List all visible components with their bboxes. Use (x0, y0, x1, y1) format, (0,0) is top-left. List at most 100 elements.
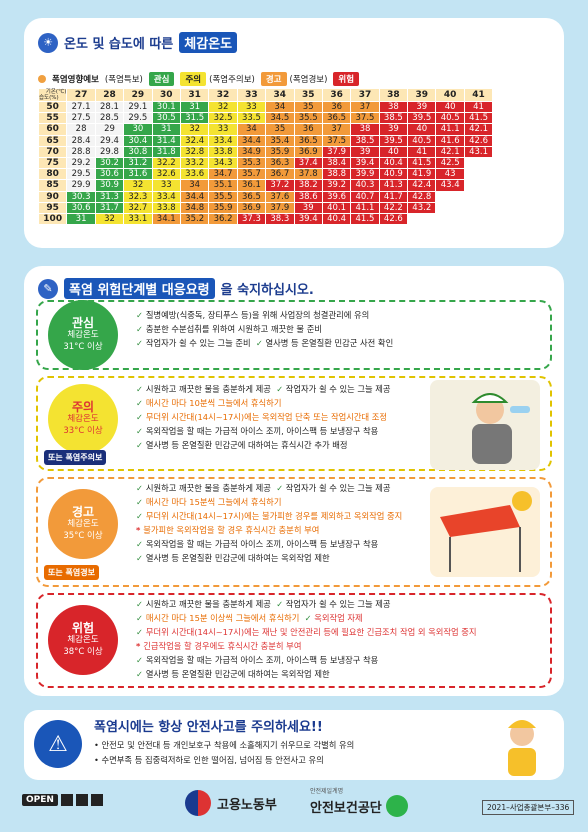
grid-cell: 42.1 (463, 123, 494, 136)
grid-cell: 28.1 (94, 100, 125, 114)
list-item: 무더위 시간대(14시~17시)에는 재난 및 안전관리 등에 필요한 긴급조치… (136, 625, 477, 639)
grid-cell: 35.5 (293, 112, 323, 125)
grid-cell: 39 (378, 123, 409, 136)
list-item: 옥외작업을 할 때는 가급적 아이스 조끼, 아이스팩 등 보냉장구 착용 (136, 537, 402, 551)
grid-row: 80 29.5 30.6 31.6 32.6 33.6 34.7 35.7 36.7 37.8 38… (37, 168, 494, 181)
grid-cell: 41.1 (350, 201, 380, 214)
grid-cell: 38.3 (265, 212, 295, 226)
grid-humidity-header: 100 (37, 212, 68, 226)
grid-cell: 34.5 (265, 112, 295, 125)
grid-cell: 32.3 (123, 190, 153, 203)
level-caution-list: 시원하고 깨끗한 물을 충분하게 제공 ✓ 작업자가 쉴 수 있는 그늘 제공 … (136, 382, 391, 452)
grid-cell: 30.3 (66, 190, 96, 203)
siren-icon: ⚠ (34, 720, 82, 768)
grid-cell: 30.9 (94, 179, 125, 192)
grid-cell: 28.8 (66, 145, 96, 158)
response-guide-card: ✎ 폭염 위험단계별 대응요령 을 숙지하십시오. 관심 체감온도 31°C 이상 … (24, 266, 564, 696)
grid-corner: 기온(℃) 습도(%) (37, 88, 68, 102)
grid-cell: 36.7 (265, 168, 295, 181)
grid-cell (463, 156, 494, 170)
grid-humidity-header: 55 (37, 112, 68, 125)
grid-cell: 33 (236, 100, 267, 114)
grid-humidity-header: 65 (37, 134, 68, 147)
grid-cell: 36.2 (208, 212, 238, 226)
grid-cell: 43 (435, 168, 465, 181)
grid-cell: 33.5 (236, 112, 267, 125)
grid-cell: 27.1 (66, 100, 96, 114)
safety-banner: ⚠ 폭염시에는 항상 안전사고를 주의하세요!! • 안전모 및 안전대 등 개… (24, 710, 564, 780)
grid-temp-header: 38 (378, 88, 409, 102)
grid-cell: 32.7 (123, 201, 153, 214)
grid-cell (463, 212, 494, 226)
grid-cell: 39.9 (350, 168, 380, 181)
grid-cell: 35 (293, 100, 323, 114)
grid-cell: 36 (321, 100, 352, 114)
grid-cell: 29 (94, 123, 125, 136)
guide-title: ✎ 폭염 위험단계별 대응요령 을 숙지하십시오. (38, 278, 314, 299)
grid-cell: 30.5 (151, 112, 181, 125)
grid-cell: 39.4 (293, 212, 323, 226)
grid-row: 60 28 29 30 31 32 33 34 35 36 37 38 39 40 41.1 42.1 (37, 123, 494, 136)
list-item: 시원하고 깨끗한 물을 충분하게 제공 ✓ 작업자가 쉴 수 있는 그늘 제공 (136, 597, 477, 611)
grid-cell: 39.5 (407, 112, 437, 125)
grid-cell: 30.2 (94, 156, 125, 170)
legend-item-caution: 주의 (폭염주의보) (180, 72, 255, 86)
grid-cell: 37 (350, 100, 380, 114)
level-danger-list: 시원하고 깨끗한 물을 충분하게 제공 ✓ 작업자가 쉴 수 있는 그늘 제공 … (136, 597, 477, 681)
grid-cell: 32 (123, 179, 153, 192)
grid-cell: 34.4 (236, 134, 267, 147)
list-item: 불가피한 옥외작업을 할 경우 휴식시간 충분히 부여 (136, 523, 402, 537)
grid-temp-header: 37 (350, 88, 380, 102)
grid-cell: 35.1 (208, 179, 238, 192)
grid-cell: 33.4 (151, 190, 181, 203)
grid-cell: 35.3 (236, 156, 267, 170)
grid-cell: 29.1 (123, 100, 153, 114)
grid-cell (463, 201, 494, 214)
list-item: 무더위 시간대(14시~17시)에는 옥외작업 단축 또는 작업시간대 조정 (136, 410, 391, 424)
grid-cell: 31 (151, 123, 181, 136)
grid-temp-header: 28 (94, 88, 125, 102)
grid-cell: 36 (293, 123, 323, 136)
list-item: 작업자가 쉴 수 있는 그늘 준비 ✓ 열사병 등 온열질환 민감군 사전 확인 (136, 336, 393, 350)
grid-cell: 41.9 (407, 168, 437, 181)
grid-cell: 27.5 (66, 112, 96, 125)
list-item: 매시간 마다 15분씩 그늘에서 휴식하기 (136, 495, 402, 509)
grid-cell: 34 (236, 123, 267, 136)
open-license: OPEN (22, 794, 103, 806)
grid-cell: 35.2 (179, 212, 210, 226)
grid-cell: 33.8 (208, 145, 238, 158)
grid-cell: 29.4 (94, 134, 125, 147)
grid-temp-header: 35 (293, 88, 323, 102)
grid-cell: 37.4 (293, 156, 323, 170)
list-item: 매시간 마다 10분씩 그늘에서 휴식하기 (136, 396, 391, 410)
grid-cell: 34.4 (179, 190, 210, 203)
grid-temp-header: 40 (435, 88, 465, 102)
thermometer-icon: ☀ (38, 32, 58, 53)
grid-cell: 38.8 (321, 168, 352, 181)
grid-cell: 39 (350, 145, 380, 158)
grid-humidity-header: 70 (37, 145, 68, 158)
grid-cell: 40 (378, 145, 409, 158)
grid-humidity-header: 95 (37, 201, 68, 214)
grid-cell: 29.9 (66, 179, 96, 192)
list-item: 열사병 등 온열질환 민감군에 대하여는 옥외작업 제한 (136, 667, 477, 681)
grid-cell: 29.5 (66, 168, 96, 181)
level-warning-list: 시원하고 깨끗한 물을 충분하게 제공 ✓ 작업자가 쉴 수 있는 그늘 제공 … (136, 481, 402, 565)
grid-row: 75 29.2 30.2 31.2 32.2 33.2 34.3 35.3 36.3 37.4 38… (37, 156, 494, 170)
grid-cell: 34.3 (208, 156, 238, 170)
grid-cell: 36.9 (293, 145, 323, 158)
grid-row: 85 29.9 30.9 32 33 34 35.1 36.1 37.2 38.2 39.2 40.3… (37, 179, 494, 192)
grid-humidity-header: 60 (37, 123, 68, 136)
grid-cell: 38.5 (350, 134, 380, 147)
grid-cell: 31.7 (94, 201, 125, 214)
grid-cell: 28.4 (66, 134, 96, 147)
grid-cell: 35.4 (265, 134, 295, 147)
grid-cell: 40.1 (321, 201, 352, 214)
grid-cell: 41 (463, 100, 494, 114)
kosha-logo-icon (385, 795, 408, 817)
grid-cell: 38.2 (293, 179, 323, 192)
taegeuk-icon (185, 790, 211, 816)
grid-cell: 42.6 (463, 134, 494, 147)
grid-cell: 38 (350, 123, 380, 136)
